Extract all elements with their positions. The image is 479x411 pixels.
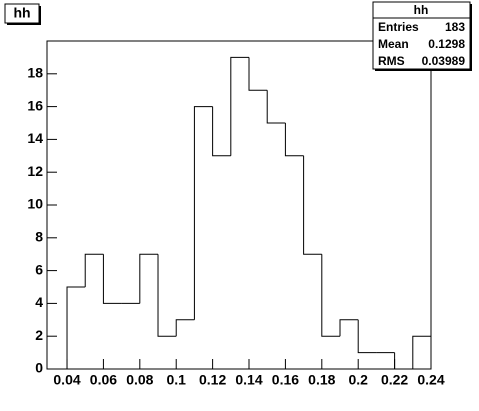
- stats-value: 0.1298: [428, 37, 465, 51]
- y-tick-label: 14: [27, 130, 43, 146]
- x-tick-label: 0.1: [166, 372, 186, 388]
- histogram-bin: [102, 254, 122, 304]
- title-box: [4, 3, 40, 24]
- stats-title: hh: [414, 3, 429, 17]
- y-tick-label: 4: [35, 294, 43, 310]
- histogram-bin: [284, 123, 304, 157]
- y-tick-label: 8: [35, 229, 43, 245]
- histogram-bin: [321, 254, 341, 337]
- x-tick-label: 0.24: [417, 372, 444, 388]
- chart-title: hh: [13, 5, 30, 21]
- y-tick-label: 12: [27, 163, 43, 179]
- y-tick-label: 0: [35, 360, 43, 376]
- x-tick-label: 0.22: [381, 372, 408, 388]
- stats-label: RMS: [378, 54, 405, 68]
- histogram-bin: [248, 57, 268, 91]
- histogram-bin: [303, 155, 322, 255]
- histogram-bin: [175, 319, 195, 337]
- stats-value: 183: [445, 20, 465, 34]
- histogram-bin: [212, 106, 231, 157]
- x-tick-label: 0.14: [235, 372, 262, 388]
- histogram-bin: [412, 335, 432, 369]
- x-tick-label: 0.08: [126, 372, 153, 388]
- histogram-bin: [193, 106, 213, 320]
- frame: [46, 40, 432, 370]
- histogram-bin: [84, 253, 104, 287]
- histogram-bin: [339, 319, 359, 337]
- x-tick-label: 0.2: [348, 372, 368, 388]
- x-tick-label: 0.12: [199, 372, 226, 388]
- x-tick-label: 0.04: [53, 372, 80, 388]
- x-tick-label: 0.16: [272, 372, 299, 388]
- histogram-bin: [394, 352, 413, 370]
- histogram-bin: [157, 254, 177, 337]
- x-tick-label: 0.06: [90, 372, 117, 388]
- x-tick-label: 0.18: [308, 372, 335, 388]
- stats-label: Entries: [378, 20, 419, 34]
- y-tick-label: 2: [35, 327, 43, 343]
- histogram-bin: [357, 319, 377, 354]
- histogram-bin: [139, 253, 159, 304]
- y-tick-label: 6: [35, 261, 43, 277]
- stats-value: 0.03989: [422, 54, 466, 68]
- histogram-bin: [230, 56, 250, 156]
- y-tick-label: 16: [27, 97, 43, 113]
- y-tick-label: 10: [27, 196, 43, 212]
- stats-box: [372, 1, 471, 70]
- histogram-bin: [266, 90, 286, 124]
- histogram-bin: [66, 286, 86, 369]
- y-tick-label: 18: [27, 65, 43, 81]
- stats-label: Mean: [378, 37, 409, 51]
